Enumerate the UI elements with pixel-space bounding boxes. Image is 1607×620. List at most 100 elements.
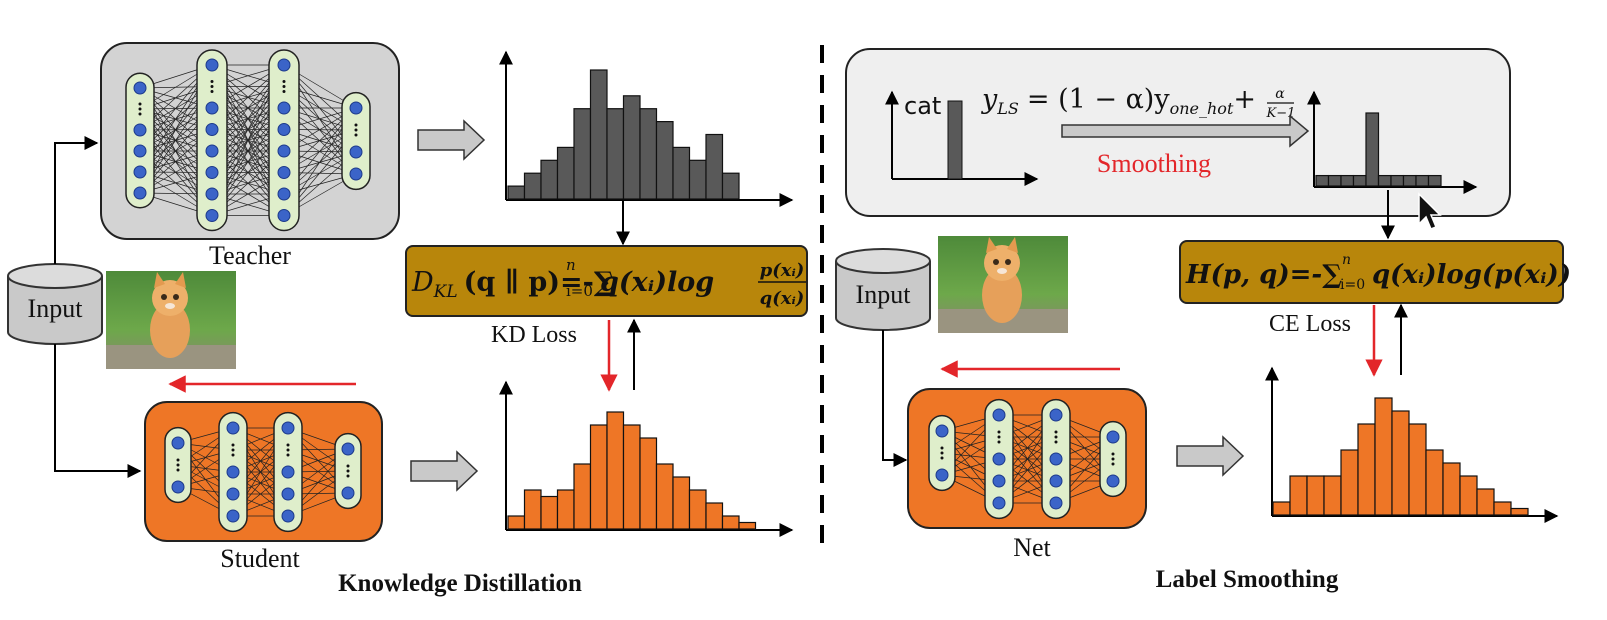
kd-loss-label: KD Loss bbox=[491, 322, 577, 348]
input-label-right: Input bbox=[856, 280, 912, 309]
cat-label: cat bbox=[904, 92, 941, 120]
network-node bbox=[349, 167, 363, 181]
ellipsis-dot bbox=[354, 128, 358, 132]
ellipsis-dot bbox=[346, 469, 350, 473]
network-node bbox=[205, 101, 219, 115]
ce-loss-label: CE Loss bbox=[1269, 311, 1351, 337]
net-histogram-bar bbox=[1340, 449, 1359, 516]
student-histogram-bar bbox=[738, 521, 757, 530]
student-histogram-bar bbox=[523, 489, 542, 530]
student-histogram-bar bbox=[688, 489, 707, 530]
teacher-histogram-bar bbox=[589, 69, 608, 200]
student-histogram-bar bbox=[589, 424, 608, 530]
ce-loss-formula: H(p, q)=-∑ n i=0 q(xᵢ)log(p(xᵢ)) bbox=[1185, 252, 1571, 293]
teacher-histogram-bar bbox=[672, 146, 691, 200]
net-histogram-bar bbox=[1323, 475, 1342, 516]
ellipsis-dot bbox=[282, 90, 286, 93]
onehot-bar bbox=[947, 100, 963, 180]
smoothed-histogram-bar bbox=[1352, 174, 1367, 187]
smoothed-histogram-bar bbox=[1427, 174, 1442, 187]
ellipsis-dot bbox=[354, 123, 358, 127]
input-to-student-arrow bbox=[54, 344, 142, 478]
ellipsis-dot bbox=[940, 446, 944, 450]
ellipsis-dot bbox=[286, 443, 290, 447]
ellipsis-dot bbox=[176, 468, 180, 472]
ellipsis-dot bbox=[176, 463, 180, 467]
mouse-cursor-icon bbox=[1418, 192, 1442, 230]
label-smoothing-panel: cat yLS = (1 − α)yone_hot+ α K−1 Smoothin… bbox=[835, 48, 1571, 593]
teacher-output-arrow bbox=[417, 119, 486, 161]
network-node bbox=[992, 408, 1006, 422]
network-node bbox=[349, 145, 363, 159]
svg-text:yLS= (1 − α)yone_hot+: yLS = (1 − α)yone_hot+ bbox=[981, 84, 1256, 118]
net-histogram-bar bbox=[1408, 423, 1427, 516]
network-node bbox=[226, 487, 240, 501]
smoothed-histogram-bar bbox=[1327, 174, 1342, 187]
network-node bbox=[133, 165, 147, 179]
smoothed-histogram-bar bbox=[1365, 112, 1380, 187]
kitten-image bbox=[106, 271, 236, 369]
ellipsis-dot bbox=[282, 80, 286, 83]
network-node bbox=[281, 465, 295, 479]
ellipsis-dot bbox=[210, 90, 214, 93]
network-node bbox=[1106, 430, 1120, 444]
teacher-histogram-bar bbox=[622, 95, 641, 200]
svg-text:q(xᵢ): q(xᵢ) bbox=[760, 288, 805, 309]
ellipsis-dot bbox=[940, 451, 944, 455]
smoothed-histogram-bar bbox=[1340, 174, 1355, 187]
network-node bbox=[133, 123, 147, 137]
network-node bbox=[226, 465, 240, 479]
teacher-histogram bbox=[507, 69, 740, 200]
svg-text:K−1: K−1 bbox=[1266, 106, 1296, 121]
input-to-teacher-arrow bbox=[54, 136, 99, 264]
ellipsis-dot bbox=[940, 456, 944, 460]
teacher-histogram-bar bbox=[639, 108, 658, 200]
teacher-histogram-bar bbox=[573, 108, 592, 200]
student-histogram bbox=[507, 411, 757, 530]
network-node bbox=[992, 496, 1006, 510]
ellipsis-dot bbox=[354, 133, 358, 137]
ellipsis-dot bbox=[210, 80, 214, 83]
student-network-box bbox=[144, 401, 383, 542]
network-node bbox=[133, 81, 147, 95]
student-histogram-bar bbox=[540, 495, 559, 530]
smoothed-histogram-bar bbox=[1402, 174, 1417, 187]
network-layer bbox=[341, 91, 371, 191]
ellipsis-dot bbox=[231, 443, 235, 447]
teacher-histogram-bar bbox=[655, 120, 674, 200]
ellipsis-dot bbox=[346, 474, 350, 478]
net-output-arrow bbox=[1176, 435, 1245, 477]
student-histogram-bar bbox=[705, 502, 724, 530]
teacher-histogram-bar bbox=[688, 159, 707, 200]
student-histogram-bar bbox=[639, 437, 658, 530]
ellipsis-dot bbox=[997, 440, 1001, 444]
network-node bbox=[341, 442, 355, 456]
svg-text:n: n bbox=[1342, 252, 1351, 268]
student-histogram-bar bbox=[507, 515, 526, 530]
network-node bbox=[281, 487, 295, 501]
ellipsis-dot bbox=[176, 458, 180, 462]
smoothing-arrow bbox=[1061, 114, 1310, 148]
teacher-histogram-bar bbox=[540, 159, 559, 200]
input-database-icon-right: Input bbox=[835, 248, 931, 331]
smoothed-histogram bbox=[1315, 112, 1442, 187]
ellipsis-dot bbox=[997, 435, 1001, 439]
net-histogram-bar bbox=[1493, 501, 1512, 516]
network-node bbox=[277, 101, 291, 115]
net-histogram-bar bbox=[1442, 462, 1461, 516]
student-histogram-bar bbox=[622, 424, 641, 530]
student-histogram-bar bbox=[573, 463, 592, 530]
svg-text:DKL(q ∥ p)=-∑: DKL (q ∥ p)=-∑ bbox=[411, 267, 614, 302]
network-node bbox=[205, 144, 219, 158]
net-histogram-bar bbox=[1476, 488, 1495, 516]
net-histogram bbox=[1272, 397, 1529, 516]
network-node bbox=[205, 166, 219, 179]
ce-loss-box bbox=[1179, 240, 1564, 304]
network-node bbox=[277, 123, 291, 136]
ellipsis-dot bbox=[231, 448, 235, 452]
ellipsis-dot bbox=[1111, 462, 1115, 466]
smoothed-histogram-bar bbox=[1415, 174, 1430, 187]
teacher-network-graph bbox=[125, 49, 371, 232]
net-histogram-bar bbox=[1306, 475, 1325, 516]
